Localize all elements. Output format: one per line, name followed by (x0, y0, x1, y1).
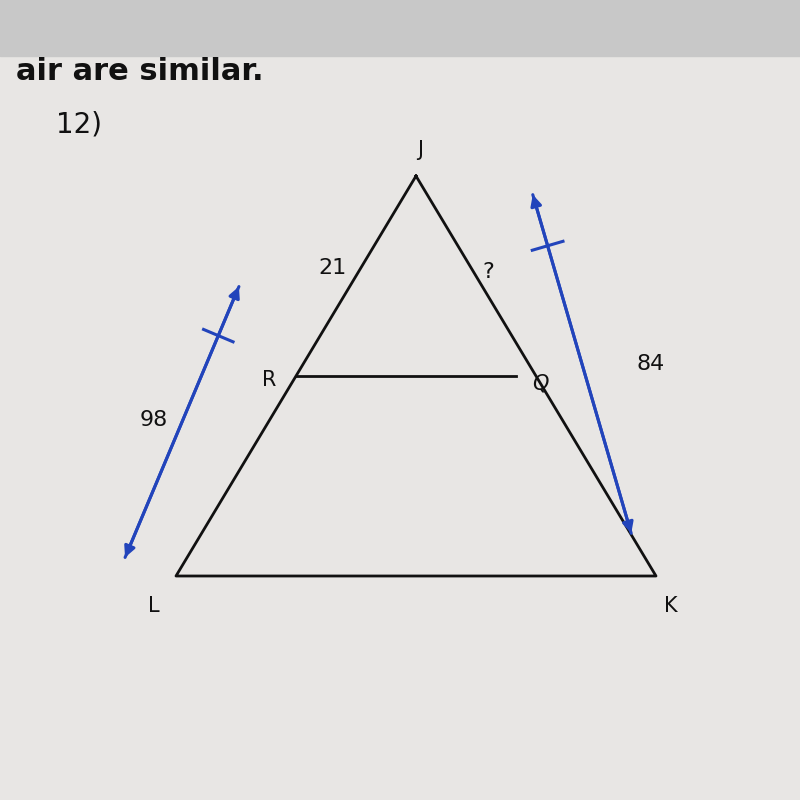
Text: 21: 21 (318, 258, 346, 278)
Text: Q: Q (532, 374, 548, 394)
Text: air are similar.: air are similar. (16, 58, 264, 86)
Bar (0, 0, 800, 56)
Text: 12): 12) (56, 110, 102, 138)
Text: ?: ? (482, 262, 494, 282)
Text: 84: 84 (636, 354, 664, 374)
Text: J: J (417, 140, 423, 160)
Text: K: K (664, 596, 678, 616)
Text: L: L (148, 596, 160, 616)
Text: R: R (262, 370, 276, 390)
Text: 98: 98 (140, 410, 168, 430)
